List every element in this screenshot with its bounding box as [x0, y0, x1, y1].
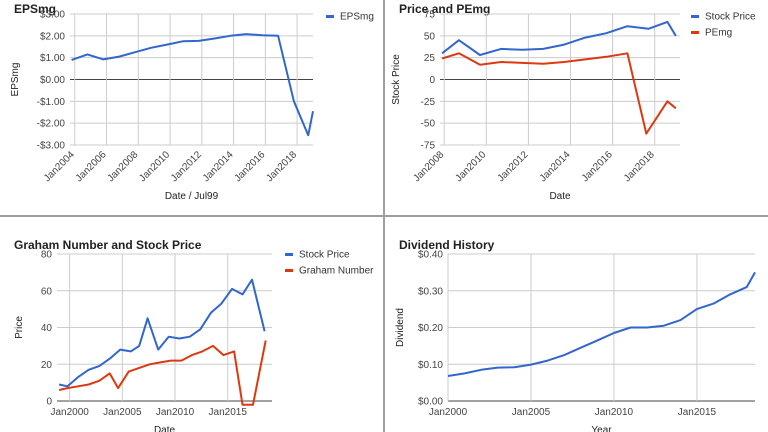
stock-price-line — [441, 20, 677, 56]
eps-chart-panel: EPSmg $3.00 $2.00 $1.00 $0.00 -$1.00 -$2.00 -$3… — [0, 0, 383, 215]
x-tick-label: Jan2010 — [137, 149, 172, 184]
x-tick-label: Jan2010 — [156, 407, 195, 418]
legend-swatch — [285, 253, 293, 256]
x-tick-label: Jan2015 — [678, 407, 717, 418]
x-axis-label: Date — [549, 191, 571, 202]
chart-title: Graham Number and Stock Price — [14, 238, 202, 252]
x-tick-label: Jan2008 — [106, 149, 141, 184]
x-axis-label: Date / Jul99 — [165, 191, 219, 202]
dividend-line — [447, 271, 756, 377]
x-tick-label: Jan2008 — [411, 149, 446, 184]
x-tick-label: Jan2014 — [538, 149, 573, 184]
y-axis-label: EPSmg — [10, 63, 21, 97]
pemg-line — [441, 52, 677, 135]
epsmg-line — [71, 33, 314, 137]
y-tick-label: -$1.00 — [37, 97, 66, 108]
y-tick-label: -50 — [421, 119, 436, 130]
y-axis-label: Dividend — [395, 308, 406, 347]
y-tick-label: 25 — [424, 53, 436, 64]
y-tick-label: 50 — [424, 31, 436, 42]
stock-price-line — [58, 278, 266, 388]
y-tick-label: $0.40 — [418, 250, 443, 261]
chart-title: Dividend History — [399, 238, 495, 252]
legend-entry: Graham Number — [299, 266, 374, 277]
y-tick-label: -25 — [421, 97, 436, 108]
x-tick-label: Jan2000 — [50, 407, 89, 418]
y-tick-label: 0 — [46, 397, 52, 408]
y-tick-label: $1.00 — [40, 53, 65, 64]
x-tick-label: Jan2016 — [580, 149, 615, 184]
y-tick-label: $2.00 — [40, 31, 65, 42]
graham-chart-panel: Graham Number and Stock Price 80 60 40 20 0 Ja… — [0, 217, 383, 432]
dividend-chart-panel: Dividend History $0.40 $0.30 $0.20 $0.10 $0.0… — [385, 217, 768, 432]
x-axis-label: Date — [154, 425, 176, 432]
x-tick-label: Jan2005 — [103, 407, 142, 418]
y-tick-label: -$3.00 — [37, 141, 66, 152]
y-tick-label: $0.00 — [40, 75, 65, 86]
y-tick-label: 75 — [424, 10, 436, 21]
y-tick-label: 40 — [41, 323, 53, 334]
y-axis-label: Stock Price — [391, 54, 402, 105]
x-tick-label: Jan2006 — [74, 149, 109, 184]
x-tick-label: Jan2010 — [454, 149, 489, 184]
graham-chart: Graham Number and Stock Price806040200Ja… — [14, 238, 374, 432]
legend-entry: EPSmg — [340, 12, 374, 23]
chart-title: EPSmg — [14, 2, 56, 16]
x-tick-label: Jan2012 — [496, 149, 531, 184]
y-tick-label: -75 — [421, 141, 436, 152]
x-tick-label: Jan2004 — [42, 149, 77, 184]
x-axis-label: Year — [591, 425, 612, 432]
x-tick-label: Jan2000 — [429, 407, 468, 418]
legend-swatch — [326, 15, 334, 18]
legend-entry: PEmg — [705, 28, 732, 39]
y-tick-label: $0.10 — [418, 360, 443, 371]
y-tick-label: $0.00 — [418, 397, 443, 408]
y-tick-label: 60 — [41, 286, 53, 297]
x-tick-label: Jan2014 — [201, 149, 236, 184]
x-tick-label: Jan2018 — [622, 149, 657, 184]
x-tick-label: Jan2016 — [233, 149, 268, 184]
legend-swatch — [691, 31, 699, 34]
legend-swatch — [691, 15, 699, 18]
chart-title: Price and PEmg — [399, 2, 490, 16]
y-tick-label: $3.00 — [40, 10, 65, 21]
x-tick-label: Jan2005 — [512, 407, 551, 418]
y-tick-label: -$2.00 — [37, 119, 66, 130]
y-tick-label: 80 — [41, 250, 53, 261]
y-tick-label: $0.30 — [418, 286, 443, 297]
x-tick-label: Jan2012 — [169, 149, 204, 184]
legend-swatch — [285, 269, 293, 272]
dividend-chart: Dividend History$0.40 $0.30 $0.20 $0.10 $0.0… — [395, 238, 756, 432]
horizontal-divider — [0, 215, 768, 217]
x-tick-label: Jan2010 — [595, 407, 634, 418]
legend-entry: Stock Price — [299, 250, 350, 261]
y-tick-label: 20 — [41, 360, 53, 371]
x-tick-label: Jan2018 — [264, 149, 299, 184]
price-pe-chart-panel: Price and PEmg 75 50 25 0 -25 -50 -75 Jan2008 Jan… — [385, 0, 768, 215]
y-tick-label: $0.20 — [418, 323, 443, 334]
y-axis-label: Price — [14, 316, 25, 339]
y-tick-label: 0 — [429, 75, 435, 86]
eps-chart: EPSmg$3.00$2.00$1.00$0.00-$1.00-$2.00-$3… — [10, 2, 374, 202]
x-tick-label: Jan2015 — [209, 407, 248, 418]
legend-entry: Stock Price — [705, 12, 756, 23]
graham-number-line — [58, 340, 267, 406]
